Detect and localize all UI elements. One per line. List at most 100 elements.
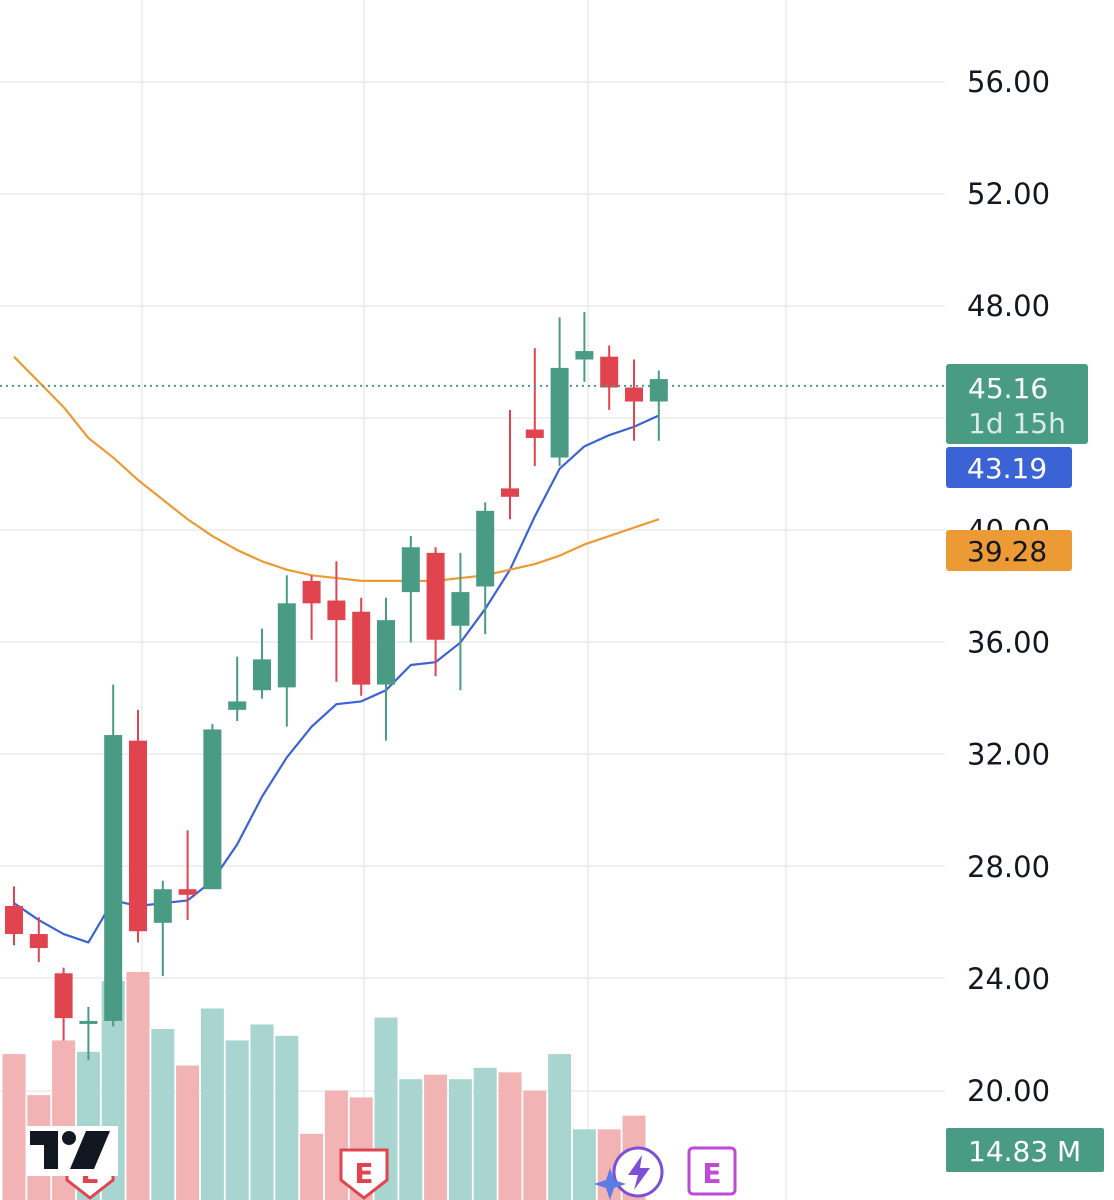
flash-icon[interactable] [594,1146,664,1200]
candle [600,345,619,410]
candle-body [501,488,519,497]
volume-bar [275,1035,299,1200]
candle [451,552,470,691]
price-axis-label: 36.00 [967,626,1050,660]
candle [153,880,172,977]
earnings-marker-shield [339,1148,389,1200]
candle-body [451,592,470,626]
candle [104,684,123,1027]
candle-body [426,552,445,640]
candle-body [525,429,544,438]
candle [476,502,495,635]
candle [550,317,569,466]
candle [203,723,222,890]
volume-bar [572,1129,596,1200]
candle-body [476,510,495,587]
candle [501,409,519,520]
candle [625,359,643,441]
candle-body [327,600,346,621]
candle-body [377,620,395,685]
bar-countdown: 1d 15h [968,407,1066,440]
candle [54,967,73,1041]
price-axis-label: 28.00 [967,850,1050,884]
candle [327,561,346,682]
candle [649,370,668,441]
candle [401,536,420,643]
candle [129,709,147,943]
candle [525,348,544,466]
sparkle-shape [594,1168,626,1200]
candle-body [129,740,147,932]
volume-bar [523,1090,547,1200]
ma-slow-value: 39.28 [967,535,1047,568]
candle [352,597,371,696]
candle-body [253,659,271,691]
candle [302,575,321,640]
candle-body [104,735,123,1021]
candle [178,830,197,921]
volume-bar [300,1133,324,1200]
volume-bar [225,1040,249,1200]
candle-body [153,889,172,923]
candle [377,597,395,741]
candlesticks [5,311,668,1061]
candle-body [550,367,569,458]
volume-value: 14.83 M [968,1135,1081,1168]
tradingview-logo[interactable] [26,1126,118,1176]
last-price-tag [946,364,1088,444]
earnings-marker-label: E [702,1157,721,1190]
price-axis-label: 20.00 [967,1074,1050,1108]
candle [253,628,271,699]
candle-body [625,387,643,402]
price-axis-label: 48.00 [967,289,1050,323]
candle [277,575,296,727]
candle-body [79,1020,98,1024]
earnings-marker[interactable]: E [339,1148,389,1200]
volume-tag [946,1128,1104,1172]
volume-bar [2,1054,26,1200]
candle-body [575,351,594,360]
volume-bar [473,1067,497,1200]
last-price-value: 45.16 [968,372,1048,405]
candle-body [228,701,247,710]
candle-body [203,729,222,890]
price-axis-label: 24.00 [967,962,1050,996]
volume-bar [448,1079,472,1200]
lightning-shape [628,1155,650,1190]
volume-bar [399,1079,423,1200]
candle-body [302,580,321,604]
candle [29,917,48,963]
volume-bar [498,1072,522,1200]
candle-body [600,356,619,388]
earnings-marker-label: E [354,1157,373,1190]
volume-bar [424,1074,448,1200]
earnings-marker[interactable]: E [687,1146,737,1196]
volume-bar [151,1029,175,1200]
candle-body [29,934,48,949]
earnings-marker-box [687,1146,737,1196]
candle-body [649,379,668,402]
volume-bar [250,1024,274,1200]
candle [426,547,445,677]
candle [228,656,247,722]
candle-body [54,973,73,1019]
candle-body [178,889,197,895]
candle-body [5,906,23,935]
price-axis-label: 56.00 [967,65,1050,99]
candle [79,1006,98,1061]
volume-bar [200,1008,224,1200]
price-axis-label: 32.00 [967,738,1050,772]
grid-lines [0,0,945,1200]
ma-slow-tag [946,530,1072,571]
volume-bar [126,972,150,1200]
candle-body [277,603,296,688]
price-axis[interactable]: 56.0052.0048.0040.0036.0032.0028.0024.00… [967,65,1050,1108]
price-axis-label: 52.00 [967,177,1050,211]
volume-bar [548,1054,572,1200]
candle-body [352,611,371,685]
ma-fast-tag [946,447,1072,488]
candle-body [401,547,420,593]
ma-fast-value: 43.19 [967,452,1047,485]
